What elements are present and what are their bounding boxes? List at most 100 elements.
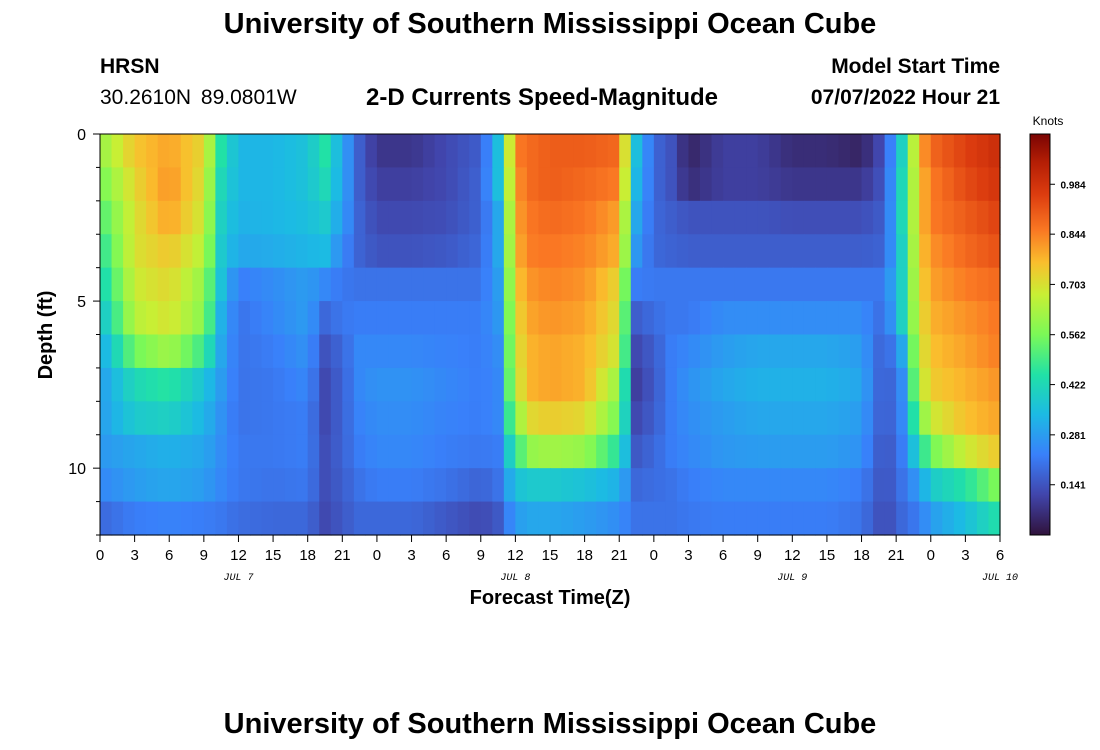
heatmap-cell xyxy=(492,301,505,336)
heatmap-cell xyxy=(838,501,851,536)
x-tick-label: 6 xyxy=(996,547,1004,564)
colorbar-tick-label: 0.984 xyxy=(1060,180,1085,191)
heatmap-cell xyxy=(700,267,713,302)
heatmap-cell xyxy=(734,267,747,302)
heatmap-cell xyxy=(307,167,320,202)
date-label: JUL 10 xyxy=(982,573,1018,584)
heatmap-cell xyxy=(653,200,666,235)
heatmap-cell xyxy=(538,334,551,369)
heatmap-cell xyxy=(676,134,690,169)
heatmap-cell xyxy=(388,334,401,369)
heatmap-cell xyxy=(365,401,378,436)
heatmap-cell xyxy=(630,301,643,336)
heatmap-cell xyxy=(919,468,932,503)
heatmap-cell xyxy=(376,401,390,436)
heatmap-cell xyxy=(169,301,182,336)
heatmap-cell xyxy=(353,334,366,369)
colorbar-tick-label: 0.844 xyxy=(1060,230,1085,241)
heatmap-cell xyxy=(376,367,390,402)
heatmap-cell xyxy=(757,401,770,436)
heatmap-cell xyxy=(919,167,932,202)
heatmap-cell xyxy=(330,334,343,369)
heatmap-cell xyxy=(642,134,655,169)
heatmap-cell xyxy=(665,334,678,369)
heatmap-cell xyxy=(192,367,205,402)
heatmap-cell xyxy=(284,200,297,235)
heatmap-cell xyxy=(238,301,251,336)
heatmap-cell xyxy=(111,367,124,402)
heatmap-cell xyxy=(596,134,609,169)
heatmap-cell xyxy=(653,334,666,369)
heatmap-cell xyxy=(642,334,655,369)
heatmap-cell xyxy=(642,301,655,336)
heatmap-cell xyxy=(469,334,482,369)
heatmap-cell xyxy=(573,334,586,369)
heatmap-cell xyxy=(469,367,482,402)
x-tick-label: 3 xyxy=(961,547,969,564)
heatmap-cell xyxy=(838,134,851,169)
heatmap-cell xyxy=(838,468,851,503)
heatmap-cell xyxy=(792,200,805,235)
heatmap-cell xyxy=(434,134,447,169)
y-axis-label: Depth (ft) xyxy=(35,291,57,380)
heatmap-cell xyxy=(850,434,863,469)
heatmap-cell xyxy=(457,468,470,503)
heatmap-cell xyxy=(653,134,666,169)
heatmap-cell xyxy=(803,334,816,369)
heatmap-cell xyxy=(376,301,390,336)
heatmap-cell xyxy=(503,200,516,235)
heatmap-cell xyxy=(411,501,424,536)
heatmap-cell xyxy=(215,267,228,302)
heatmap-cell xyxy=(284,468,297,503)
heatmap-cell xyxy=(607,334,620,369)
heatmap-cell xyxy=(723,434,736,469)
heatmap-cell xyxy=(953,401,966,436)
heatmap-cell xyxy=(400,434,413,469)
heatmap-cell xyxy=(584,401,597,436)
x-tick-label: 15 xyxy=(542,547,559,564)
heatmap-cell xyxy=(342,468,355,503)
heatmap-cell xyxy=(653,401,666,436)
heatmap-cell xyxy=(769,501,782,536)
x-tick-label: 9 xyxy=(754,547,762,564)
heatmap-cell xyxy=(769,468,782,503)
heatmap-cell xyxy=(238,367,251,402)
heatmap-cell xyxy=(296,234,309,269)
colorbar-tick-label: 0.562 xyxy=(1060,331,1085,342)
heatmap-cell xyxy=(688,334,701,369)
heatmap-cell xyxy=(838,267,851,302)
heatmap-cell xyxy=(688,434,701,469)
heatmap-cell xyxy=(480,200,493,235)
heatmap-cell xyxy=(273,200,286,235)
heatmap-cell xyxy=(134,267,147,302)
heatmap-cell xyxy=(780,167,793,202)
heatmap-cell xyxy=(561,301,574,336)
heatmap-cell xyxy=(434,267,447,302)
heatmap-cell xyxy=(342,234,355,269)
heatmap-cell xyxy=(342,367,355,402)
heatmap-cell xyxy=(319,501,332,536)
heatmap-cell xyxy=(596,501,609,536)
heatmap-cell xyxy=(792,501,805,536)
heatmap-cell xyxy=(423,334,436,369)
heatmap-cell xyxy=(538,434,551,469)
heatmap-cell xyxy=(803,301,816,336)
heatmap-cell xyxy=(988,200,1001,235)
heatmap-cell xyxy=(111,234,124,269)
heatmap-cell xyxy=(157,334,170,369)
heatmap-cell xyxy=(273,134,286,169)
heatmap-cell xyxy=(515,401,528,436)
heatmap-cell xyxy=(953,334,966,369)
heatmap-cell xyxy=(607,301,620,336)
heatmap-cell xyxy=(630,167,643,202)
heatmap-cell xyxy=(411,234,424,269)
heatmap-cell xyxy=(584,134,597,169)
heatmap-cell xyxy=(515,501,528,536)
heatmap-cell xyxy=(815,301,828,336)
heatmap-cell xyxy=(134,367,147,402)
heatmap-cell xyxy=(850,334,863,369)
heatmap-cell xyxy=(607,401,620,436)
heatmap-cell xyxy=(896,301,909,336)
heatmap-cell xyxy=(192,468,205,503)
heatmap-cell xyxy=(423,234,436,269)
